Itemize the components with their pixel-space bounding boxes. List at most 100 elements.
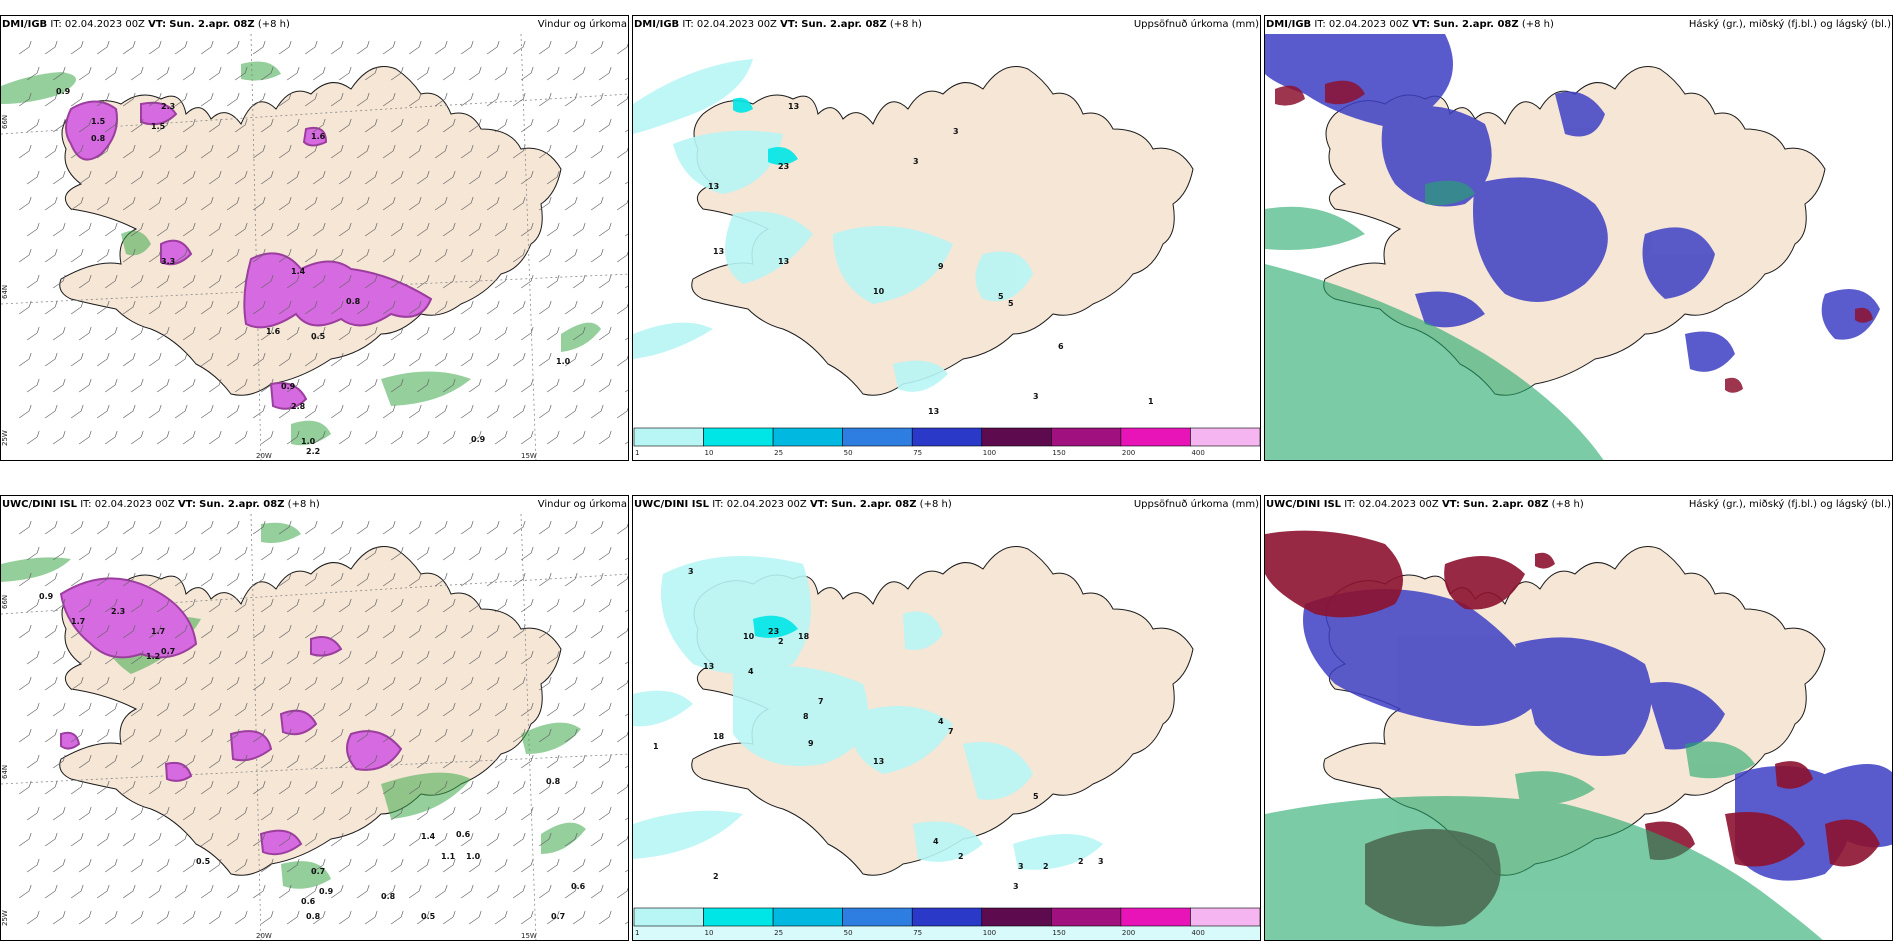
wind-barb — [616, 147, 628, 159]
wind-barb — [156, 170, 170, 185]
wind-barb — [226, 248, 240, 263]
map-value-label: 0.8 — [546, 777, 561, 786]
wind-barb — [104, 546, 118, 561]
wind-barb — [538, 884, 552, 899]
wind-barb — [494, 118, 508, 133]
wind-barb — [26, 66, 40, 81]
wind-barb — [382, 404, 396, 419]
wind-barb — [26, 858, 40, 873]
map-value-label: 2.8 — [291, 402, 306, 411]
wind-barb — [616, 407, 628, 419]
wind-barb — [408, 144, 422, 159]
wind-barb — [598, 170, 612, 185]
wind-barb — [442, 274, 456, 289]
wind-barb — [416, 430, 430, 445]
wind-barb — [26, 910, 40, 925]
wind-barb — [312, 326, 326, 341]
wind-barb — [252, 40, 266, 55]
wind-barb — [442, 598, 456, 613]
wind-barb — [486, 884, 500, 899]
wind-barb — [208, 222, 222, 237]
wind-barb — [520, 378, 534, 393]
wind-barb — [26, 546, 40, 561]
wind-barb — [616, 627, 628, 639]
wind-barb — [616, 679, 628, 691]
wind-barb — [356, 144, 370, 159]
wind-barb — [18, 404, 32, 419]
wind-barb — [156, 650, 170, 665]
wind-barb — [226, 572, 240, 587]
wind-barb — [148, 624, 162, 639]
wind-barb — [70, 624, 84, 639]
wind-barb — [260, 430, 274, 445]
wind-barb — [494, 650, 508, 665]
wind-barb — [572, 378, 586, 393]
wind-barb — [616, 835, 628, 847]
wind-barb — [390, 598, 404, 613]
wind-barb — [44, 144, 58, 159]
wind-barb — [200, 196, 214, 211]
map-value-label: 1.4 — [291, 267, 306, 276]
wind-barb — [104, 118, 118, 133]
wind-barb — [278, 144, 292, 159]
wind-barb — [564, 404, 578, 419]
wind-barb — [416, 274, 430, 289]
wind-barb — [564, 300, 578, 315]
wind-barb — [200, 832, 214, 847]
wind-barb — [364, 858, 378, 873]
wind-barb — [200, 144, 214, 159]
map-value-label: 9 — [808, 739, 814, 748]
graticule-line — [250, 514, 262, 940]
wind-barb — [338, 66, 352, 81]
map-value-label: 0.6 — [571, 882, 586, 891]
wind-barb — [434, 352, 448, 367]
wind-barb — [312, 598, 326, 613]
wind-barb — [538, 520, 552, 535]
wind-barb — [122, 624, 136, 639]
wind-barb — [70, 92, 84, 107]
axis-label: 25W — [1, 430, 9, 446]
wind-barb — [70, 832, 84, 847]
wind-barb — [104, 170, 118, 185]
wind-barb — [356, 248, 370, 263]
wind-barb — [26, 650, 40, 665]
map-value-label: 2 — [713, 872, 719, 881]
wind-barb — [208, 326, 222, 341]
wind-barb — [44, 780, 58, 795]
graticule-line — [1, 273, 628, 305]
wind-barb — [182, 598, 196, 613]
wind-barb — [624, 661, 628, 665]
wind-barb — [520, 910, 534, 925]
wind-barb — [356, 92, 370, 107]
wind-barb — [52, 274, 66, 289]
wind-barb — [624, 389, 628, 393]
wind-barb — [572, 858, 586, 873]
wind-barb — [520, 326, 534, 341]
wind-barb — [156, 66, 170, 81]
map-value-label: 1.7 — [71, 617, 85, 626]
wind-barb — [104, 430, 118, 445]
wind-barb — [338, 806, 352, 821]
wind-barb — [356, 520, 370, 535]
wind-barb — [538, 676, 552, 691]
wind-barb — [338, 378, 352, 393]
wind-barb — [278, 92, 292, 107]
wind-barb — [226, 404, 240, 419]
wind-barb — [538, 352, 552, 367]
wind-barb — [252, 196, 266, 211]
wind-barb — [304, 520, 318, 535]
wind-barb — [252, 520, 266, 535]
wind-barb — [52, 222, 66, 237]
colorbar-tick: 25 — [774, 929, 783, 937]
wind-barb — [512, 40, 526, 55]
wind-barb — [148, 92, 162, 107]
wind-barb — [130, 378, 144, 393]
wind-barb — [278, 40, 292, 55]
wind-barb — [416, 650, 430, 665]
panel-header: UWC/DINI ISL IT: 02.04.2023 00Z VT: Sun.… — [1265, 496, 1892, 514]
high-cloud — [1265, 741, 1823, 940]
wind-barb — [546, 118, 560, 133]
panel-precip-uwc: UWC/DINI ISL IT: 02.04.2023 00Z VT: Sun.… — [632, 495, 1261, 941]
wind-barb — [182, 326, 196, 341]
wind-barb — [260, 806, 274, 821]
